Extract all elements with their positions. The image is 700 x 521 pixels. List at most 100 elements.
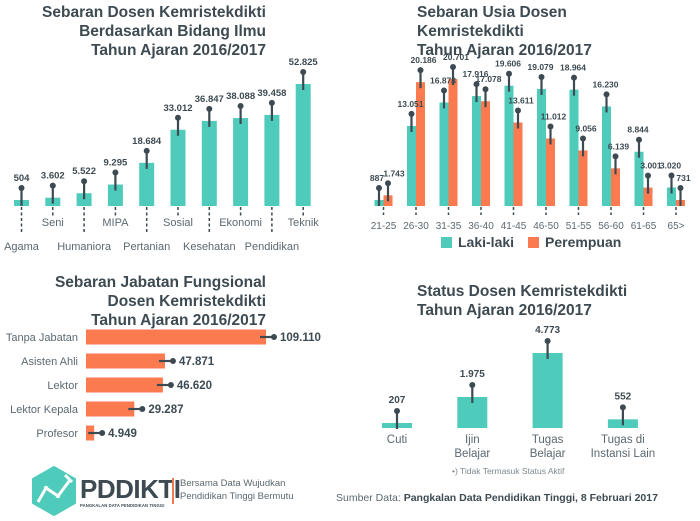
bar-bidang (201, 120, 217, 206)
bar-usia-laki (504, 85, 514, 206)
legend-label: Laki-laki (458, 234, 515, 250)
pin-bidang-dot (49, 182, 56, 189)
bar-bidang (107, 184, 123, 206)
pin-usia-laki-dot (376, 185, 382, 191)
bar-jabatan (86, 329, 266, 345)
bar-bidang (76, 193, 92, 206)
legend-label: Perempuan (545, 234, 622, 250)
title-line: Dosen Kemristekdikti (107, 293, 267, 310)
bar-usia-laki (634, 151, 644, 206)
category-label-usia: 61-65 (631, 221, 657, 232)
chart-title-bidang: Sebaran Dosen Kemristekdikti Berdasarkan… (40, 3, 266, 60)
source-text: Sumber Data: Pangkalan Data Pendidikan T… (336, 492, 658, 504)
value-label-bidang: 39.458 (257, 88, 286, 99)
bar-bidang (139, 162, 155, 206)
bar-usia-laki (667, 187, 676, 206)
category-label-status: Belajar (530, 448, 566, 460)
bar-usia-perempuan (611, 168, 620, 206)
bar-jabatan (86, 401, 135, 417)
value-label-status: 1.975 (460, 369, 485, 380)
value-label-usia-laki: 19.606 (495, 59, 521, 69)
title-line: Kemristekdikti (417, 23, 524, 40)
pin-usia-laki-dot (473, 81, 480, 88)
pin-usia-perempuan-dot (612, 153, 619, 160)
legend-item-perempuan: Perempuan (528, 234, 621, 250)
category-label-jabatan: Asisten Ahli (21, 356, 78, 368)
bar-usia-perempuan (578, 150, 588, 206)
title-line: Sebaran Usia Dosen (417, 4, 567, 21)
title-line: Sebaran Jabatan Fungsional (54, 274, 266, 291)
legend-swatch-teal (441, 236, 452, 248)
pin-status-dot (544, 338, 551, 344)
value-label-bidang: 9.295 (104, 158, 128, 169)
chart-title-status: Status Dosen Kemristekdikti Tahun Ajaran… (417, 282, 627, 320)
bar-status (532, 353, 563, 428)
pin-usia-perempuan-dot (580, 135, 586, 142)
category-label-jabatan: Lektor Kepala (10, 404, 79, 416)
pin-usia-perempuan-dot (677, 185, 684, 191)
pin-usia-laki-dot (636, 136, 642, 143)
category-label-bidang: Sosial (163, 217, 193, 229)
category-label-bidang: Teknik (288, 217, 320, 229)
value-label-jabatan: 47.871 (179, 356, 215, 368)
title-line: Sebaran Dosen Kemristekdikti (42, 4, 266, 21)
pin-bidang-dot (206, 105, 213, 112)
category-label-status: Belajar (454, 448, 490, 460)
bar-bidang (295, 84, 311, 206)
pin-usia-perempuan-dot (515, 107, 521, 114)
value-label-usia-laki: 8.844 (627, 125, 649, 135)
category-label-bidang: Ekonomi (219, 217, 262, 229)
category-label-bidang: Humaniora (57, 241, 112, 253)
value-label-bidang: 5.522 (72, 166, 96, 177)
title-line: Tahun Ajaran 2016/2017 (417, 302, 592, 319)
value-label-bidang: 36.847 (195, 94, 224, 105)
value-label-usia-perempuan: 6.139 (608, 141, 630, 151)
logo-name: PDDIKTI (80, 474, 181, 504)
bar-bidang (233, 118, 249, 206)
pin-usia-laki-dot (603, 91, 610, 98)
bar-usia-laki (569, 89, 579, 206)
value-label-usia-laki: 16.230 (593, 79, 619, 89)
category-label-usia: 41-45 (501, 221, 527, 232)
value-label-bidang: 3.602 (41, 171, 65, 182)
category-label-usia: 31-35 (436, 221, 462, 232)
category-label-status: Instansi Lain (591, 448, 656, 460)
pin-bidang-dot (268, 99, 275, 106)
category-label-jabatan: Lektor (47, 380, 78, 392)
value-label-usia-laki: 17.916 (463, 69, 489, 79)
pin-usia-perempuan-dot (547, 123, 554, 130)
value-label-usia-perempuan: 9.056 (575, 123, 597, 133)
bar-usia-perempuan (448, 79, 458, 206)
category-label-jabatan: Profesor (36, 428, 78, 440)
pin-usia-perempuan-dot (482, 86, 489, 93)
bar-jabatan (86, 377, 163, 393)
value-label-usia-laki: 3.020 (660, 160, 682, 170)
value-label-usia-perempuan: 20.701 (443, 52, 469, 62)
pin-status-dot (394, 408, 400, 414)
value-label-bidang: 38.088 (226, 91, 255, 102)
pin-bidang-dot (175, 114, 181, 121)
value-label-jabatan: 109.110 (280, 332, 321, 344)
bar-bidang (264, 114, 280, 206)
category-label-usia: 26-30 (403, 221, 429, 232)
pin-usia-perempuan-dot (450, 64, 456, 70)
category-label-status: Tugas di (601, 434, 645, 446)
bar-usia-perempuan (416, 82, 425, 206)
value-label-bidang: 52.825 (289, 57, 319, 68)
pin-bidang-dot (18, 185, 25, 191)
value-label-jabatan: 46.620 (177, 380, 212, 392)
pin-bidang-dot (81, 178, 88, 185)
bar-usia-laki (602, 106, 611, 206)
legend-usia: Laki-laki Perempuan (441, 234, 635, 250)
legend-swatch-orange (528, 236, 540, 248)
value-label-bidang: 504 (14, 173, 31, 184)
bar-usia-perempuan (513, 122, 523, 206)
category-label-usia: 46-50 (533, 221, 559, 232)
value-label-usia-perempuan: 20.186 (411, 55, 437, 65)
value-label-usia-perempuan: 13.611 (508, 95, 534, 105)
pin-usia-perempuan-dot (645, 172, 651, 179)
pin-bidang-dot (237, 103, 244, 110)
tagline-line: Pendidikan Tinggi Bermutu (180, 490, 294, 502)
tagline-line: Bersama Data Wujudkan (180, 478, 286, 489)
title-line: Status Dosen Kemristekdikti (417, 283, 628, 300)
